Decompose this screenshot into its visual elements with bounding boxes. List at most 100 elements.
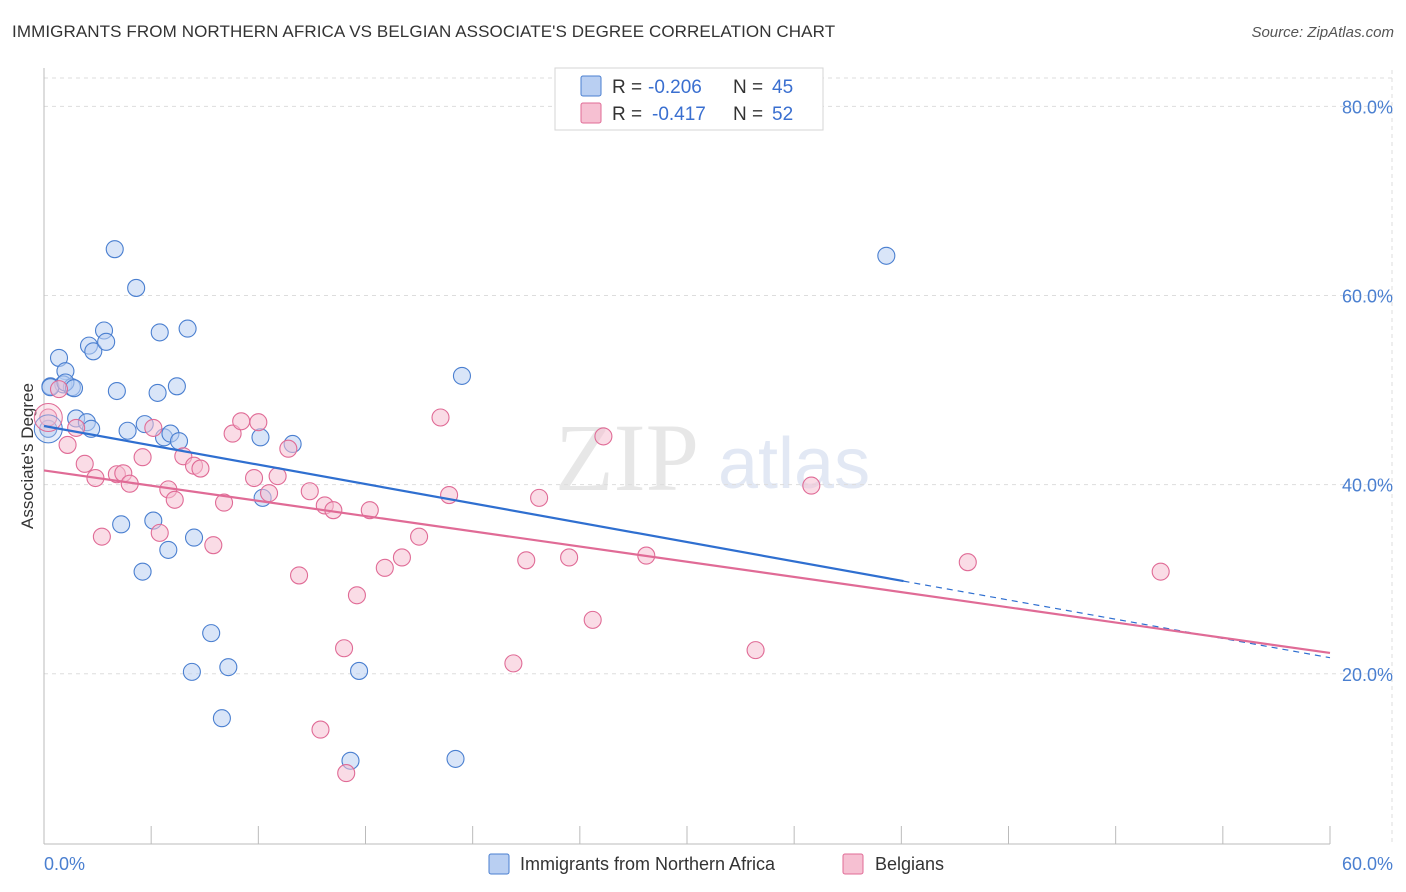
point-belgians [431, 408, 450, 427]
point-belgians [392, 548, 411, 567]
y-tick-label: 60.0% [1342, 287, 1393, 307]
point-belgians [300, 482, 319, 501]
point-belgians [360, 501, 379, 520]
watermark-zip: ZIP [555, 404, 699, 511]
point-belgians [337, 764, 356, 783]
point-belgians [92, 527, 111, 546]
point-belgians [279, 439, 298, 458]
source-label: Source: ZipAtlas.com [1251, 24, 1394, 41]
point-northern-africa [112, 515, 131, 534]
point-northern-africa [877, 246, 896, 265]
legend-r-value-pink: -0.417 [652, 104, 706, 125]
watermark-atlas: atlas [718, 424, 870, 504]
series-legend-swatch-blue [488, 853, 510, 875]
point-belgians [259, 484, 279, 503]
trend-lines [43, 424, 1331, 659]
point-belgians [802, 476, 821, 495]
point-northern-africa [169, 432, 189, 451]
point-northern-africa [184, 528, 204, 547]
point-northern-africa [202, 624, 221, 643]
point-belgians [504, 654, 523, 673]
point-northern-africa [148, 383, 167, 402]
watermark: ZIP atlas [555, 404, 870, 511]
series-legend-label-blue: Immigrants from Northern Africa [520, 854, 776, 874]
point-belgians [347, 586, 366, 605]
trend-line-belgians [43, 469, 1331, 655]
series-legend: Immigrants from Northern Africa Belgians [488, 853, 944, 875]
point-belgians [144, 418, 163, 437]
y-tick-label: 80.0% [1342, 97, 1393, 117]
legend-r-value-blue: -0.206 [648, 77, 702, 98]
point-northern-africa [212, 709, 231, 728]
point-belgians [746, 641, 765, 660]
point-belgians [375, 558, 394, 577]
point-belgians [530, 488, 549, 507]
point-northern-africa [97, 332, 116, 351]
point-belgians [335, 639, 354, 658]
point-belgians [75, 454, 94, 473]
point-belgians [150, 523, 169, 542]
point-belgians [560, 548, 579, 567]
legend-n-value-blue: 45 [772, 77, 793, 98]
x-tick-labels: 0.0% 60.0% [44, 854, 1393, 874]
stats-legend: R = -0.206 N = 45 R = -0.417 N = 52 [554, 67, 824, 131]
y-tick-label: 40.0% [1342, 476, 1393, 496]
legend-n-label-blue: N = [733, 77, 763, 98]
y-axis-title: Associate's Degree [18, 383, 37, 529]
chart-title: IMMIGRANTS FROM NORTHERN AFRICA VS BELGI… [12, 22, 836, 41]
y-tick-labels: 20.0% 40.0% 60.0% 80.0% [1342, 97, 1393, 684]
point-belgians [290, 566, 309, 585]
point-belgians [594, 427, 613, 446]
legend-n-label-pink: N = [733, 104, 763, 125]
point-belgians [58, 435, 77, 454]
y-tick-label: 20.0% [1342, 665, 1393, 685]
point-northern-africa [118, 421, 137, 440]
point-northern-africa [182, 662, 201, 681]
point-belgians [1151, 562, 1170, 581]
axes [43, 68, 1331, 845]
point-belgians [249, 413, 268, 432]
point-northern-africa [159, 540, 178, 559]
point-northern-africa [133, 562, 152, 581]
point-belgians [517, 551, 536, 570]
point-northern-africa [107, 381, 126, 401]
point-belgians [410, 527, 429, 546]
point-belgians [223, 424, 242, 443]
point-belgians [311, 720, 330, 739]
point-belgians [244, 468, 264, 488]
point-northern-africa [251, 428, 270, 447]
x-tick-label: 0.0% [44, 854, 85, 874]
legend-r-label-blue: R = [612, 77, 642, 98]
point-belgians [232, 412, 251, 431]
point-belgians [214, 493, 234, 512]
point-belgians [165, 490, 184, 509]
point-belgians [958, 553, 977, 572]
series-legend-label-pink: Belgians [875, 854, 944, 874]
point-northern-africa [219, 658, 238, 677]
point-belgians [204, 536, 223, 555]
point-northern-africa [446, 749, 465, 768]
point-northern-africa [127, 278, 146, 297]
point-northern-africa [178, 319, 197, 338]
point-belgians [191, 459, 210, 478]
point-belgians [49, 380, 69, 399]
legend-swatch-blue [580, 75, 602, 97]
point-northern-africa [64, 379, 84, 398]
point-belgians [583, 610, 602, 629]
point-northern-africa [167, 377, 186, 396]
point-northern-africa [452, 366, 472, 385]
trend-line-northern-africa [43, 424, 904, 583]
point-northern-africa [350, 661, 369, 680]
point-northern-africa [84, 342, 103, 361]
trend-line-northern-africa-extension [903, 580, 1331, 659]
scatter-points [33, 240, 1170, 783]
legend-r-label-pink: R = [612, 104, 642, 125]
point-northern-africa [105, 240, 124, 259]
point-northern-africa [150, 323, 169, 342]
x-tick-label: 60.0% [1342, 854, 1393, 874]
point-belgians [133, 448, 152, 467]
point-belgians [33, 402, 63, 432]
series-legend-swatch-pink [842, 853, 864, 875]
legend-n-value-pink: 52 [772, 104, 793, 125]
